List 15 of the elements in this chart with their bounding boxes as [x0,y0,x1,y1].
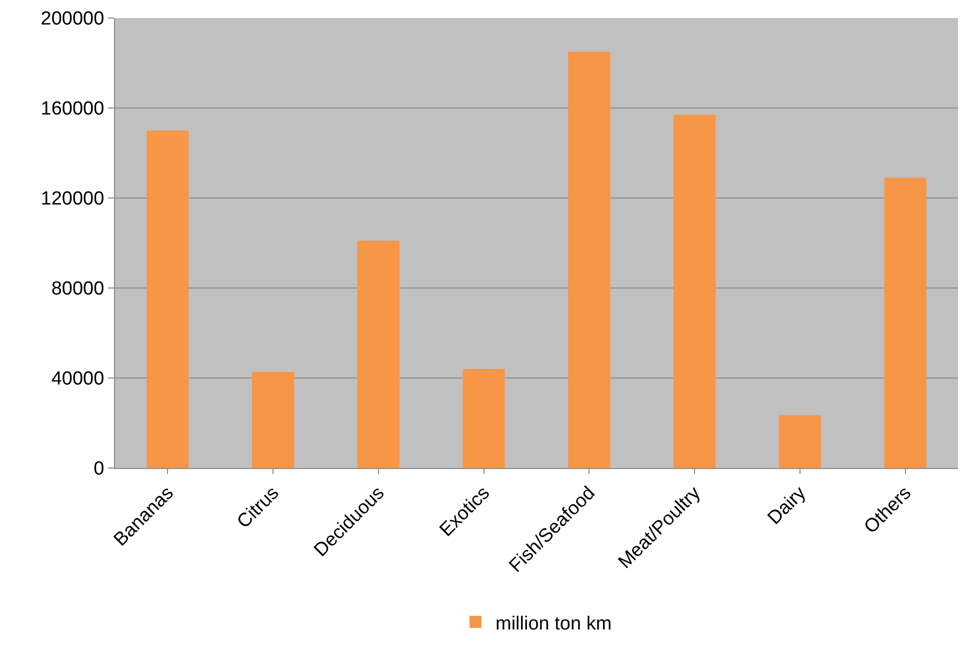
bar [884,178,926,468]
y-tick-label: 0 [94,458,104,480]
bar [462,369,505,468]
bar [568,52,610,468]
bar [357,240,400,468]
bar [252,372,294,468]
y-tick-label: 80000 [51,278,104,300]
y-tick-label: 200000 [40,8,104,30]
bar [673,114,716,468]
bar [778,415,822,468]
y-tick-label: 160000 [40,98,104,120]
y-tick-label: 40000 [51,368,104,390]
legend-label: million ton km [496,613,612,634]
bar [146,130,189,468]
y-tick-label: 120000 [40,188,104,210]
